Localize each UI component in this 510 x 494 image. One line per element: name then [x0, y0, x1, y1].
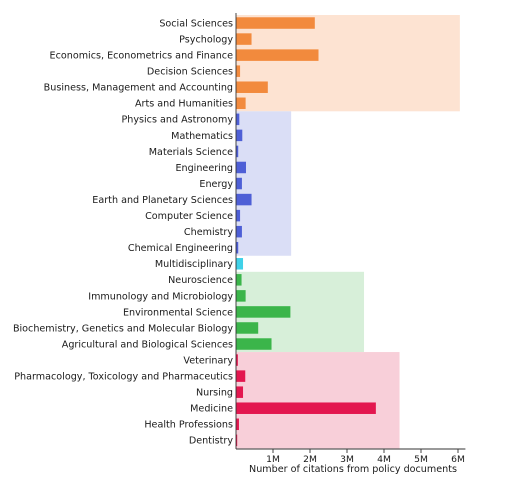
bar: [236, 97, 246, 110]
category-label: Computer Science: [145, 211, 233, 222]
x-axis-title: Number of citations from policy document…: [249, 464, 457, 475]
category-label: Chemistry: [184, 227, 233, 238]
bar: [236, 241, 239, 254]
category-label: Mathematics: [171, 131, 233, 142]
category-labels: Social Sciences Psychology Economics, Econ…: [13, 18, 233, 446]
bar: [236, 338, 272, 350]
bar: [236, 386, 244, 398]
category-label: Multidisciplinary: [155, 259, 233, 270]
bar: [236, 17, 315, 29]
category-label: Health Professions: [144, 420, 233, 431]
x-tick-label: 4M: [377, 454, 391, 465]
category-label: Engineering: [175, 163, 233, 174]
group-band-1: [236, 111, 292, 256]
x-axis: 1M 2M 3M 4M 5M 6M: [235, 13, 466, 465]
category-label: Pharmacology, Toxicology and Pharmaceuti…: [14, 372, 233, 383]
category-label: Earth and Planetary Sciences: [92, 195, 233, 206]
x-tick-label: 2M: [303, 454, 317, 465]
bars: [236, 17, 376, 447]
category-label: Biochemistry, Genetics and Molecular Bio…: [13, 323, 233, 334]
bar: [236, 418, 239, 431]
group-band-0: [236, 15, 460, 112]
category-label: Social Sciences: [159, 18, 233, 29]
category-label: Psychology: [179, 34, 233, 45]
bar: [236, 81, 268, 93]
category-label: Environmental Science: [123, 307, 233, 318]
category-label: Neuroscience: [168, 275, 233, 286]
bar: [236, 161, 246, 174]
category-label: Veterinary: [183, 355, 233, 366]
bar: [236, 145, 239, 158]
category-label: Physics and Astronomy: [121, 115, 233, 126]
category-label: Energy: [199, 179, 233, 190]
category-label: Medicine: [190, 404, 233, 415]
bar: [236, 290, 246, 302]
x-tick-label: 3M: [340, 454, 354, 465]
bar: [236, 113, 240, 126]
category-label: Arts and Humanities: [135, 99, 233, 110]
category-label: Economics, Econometrics and Finance: [50, 51, 234, 62]
category-label: Agricultural and Biological Sciences: [62, 339, 233, 350]
category-label: Dentistry: [189, 436, 234, 447]
bar: [236, 177, 242, 190]
x-tick-label: 5M: [414, 454, 428, 465]
x-tick-label: 1M: [266, 454, 280, 465]
bar: [236, 370, 246, 382]
bar: [236, 33, 252, 45]
x-tick-label: 6M: [451, 454, 465, 465]
bar: [236, 49, 319, 61]
group-bands: [236, 15, 460, 449]
group-band-4: [236, 352, 400, 449]
category-label: Immunology and Microbiology: [88, 291, 233, 302]
bar: [236, 434, 238, 447]
bar: [236, 402, 376, 414]
bar: [236, 209, 241, 222]
bar: [236, 322, 259, 334]
category-label: Chemical Engineering: [128, 243, 233, 254]
bar: [236, 274, 242, 286]
bar: [236, 129, 243, 142]
bar: [236, 65, 241, 77]
category-label: Nursing: [196, 388, 233, 399]
bar: [236, 225, 242, 238]
bar: [236, 306, 291, 318]
category-label: Business, Management and Accounting: [44, 83, 233, 94]
bar: [236, 354, 238, 366]
category-label: Materials Science: [149, 147, 233, 158]
category-label: Decision Sciences: [147, 67, 233, 78]
bar: [236, 258, 244, 270]
bar: [236, 193, 252, 206]
